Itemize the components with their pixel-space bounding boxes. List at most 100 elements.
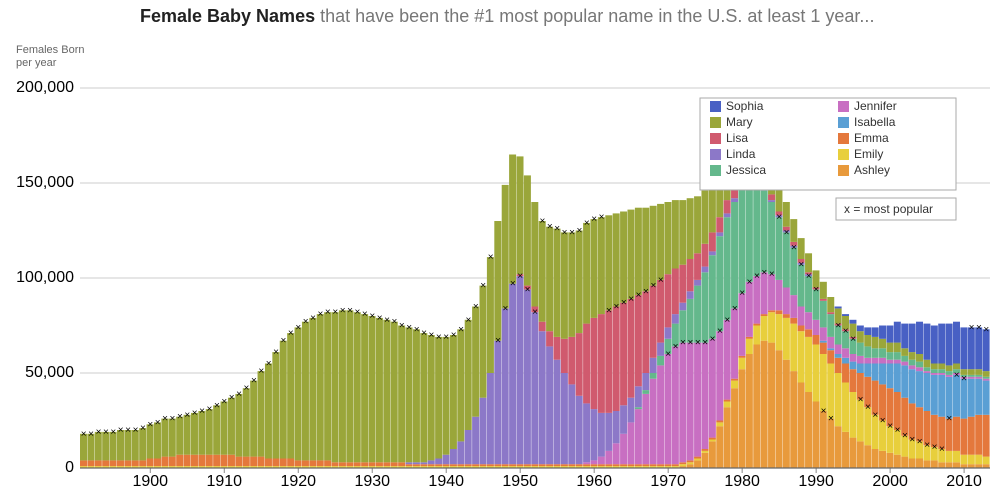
svg-text:×: × [162, 414, 168, 425]
svg-text:Sophia: Sophia [726, 99, 764, 113]
svg-text:200,000: 200,000 [16, 79, 74, 96]
svg-text:×: × [887, 421, 893, 432]
svg-text:×: × [539, 216, 545, 227]
svg-text:×: × [835, 321, 841, 332]
svg-text:Ashley: Ashley [854, 163, 890, 177]
svg-text:×: × [221, 397, 227, 408]
svg-text:×: × [251, 376, 257, 387]
svg-text:×: × [761, 267, 767, 278]
svg-text:×: × [769, 269, 775, 280]
svg-text:Emma: Emma [854, 131, 889, 145]
svg-text:×: × [784, 227, 790, 238]
svg-text:×: × [244, 383, 250, 394]
svg-text:×: × [347, 305, 353, 316]
svg-text:×: × [184, 410, 190, 421]
svg-text:×: × [207, 404, 213, 415]
svg-text:×: × [281, 336, 287, 347]
svg-text:×: × [702, 338, 708, 349]
svg-text:Isabella: Isabella [854, 115, 896, 129]
svg-text:×: × [355, 307, 361, 318]
svg-text:×: × [480, 281, 486, 292]
svg-text:×: × [872, 410, 878, 421]
svg-text:×: × [858, 395, 864, 406]
svg-text:×: × [569, 227, 575, 238]
svg-text:×: × [850, 334, 856, 345]
svg-text:×: × [192, 408, 198, 419]
svg-text:×: × [295, 322, 301, 333]
svg-text:×: × [710, 334, 716, 345]
svg-text:1900: 1900 [132, 473, 168, 490]
svg-text:×: × [133, 425, 139, 436]
svg-text:×: × [318, 309, 324, 320]
svg-text:1940: 1940 [428, 473, 464, 490]
svg-text:×: × [776, 212, 782, 223]
svg-text:×: × [739, 288, 745, 299]
svg-text:×: × [599, 212, 605, 223]
svg-text:×: × [621, 298, 627, 309]
svg-text:×: × [821, 406, 827, 417]
svg-text:×: × [81, 429, 87, 440]
svg-text:×: × [547, 222, 553, 233]
svg-text:×: × [399, 321, 405, 332]
svg-text:×: × [798, 260, 804, 271]
svg-text:×: × [562, 227, 568, 238]
svg-text:×: × [170, 414, 176, 425]
svg-text:×: × [917, 436, 923, 447]
svg-text:×: × [258, 366, 264, 377]
svg-text:1920: 1920 [280, 473, 316, 490]
svg-text:×: × [806, 271, 812, 282]
svg-text:×: × [584, 218, 590, 229]
svg-text:Jessica: Jessica [726, 163, 766, 177]
svg-text:100,000: 100,000 [16, 269, 74, 286]
svg-text:×: × [495, 336, 501, 347]
svg-text:×: × [665, 349, 671, 360]
svg-text:×: × [288, 328, 294, 339]
svg-text:×: × [880, 416, 886, 427]
svg-text:1980: 1980 [724, 473, 760, 490]
svg-text:Jennifer: Jennifer [854, 99, 897, 113]
svg-text:×: × [636, 290, 642, 301]
svg-text:×: × [532, 307, 538, 318]
svg-text:×: × [554, 224, 560, 235]
svg-text:1930: 1930 [354, 473, 390, 490]
svg-text:×: × [229, 393, 235, 404]
svg-text:×: × [939, 444, 945, 455]
svg-text:×: × [214, 400, 220, 411]
svg-text:×: × [303, 317, 309, 328]
svg-text:×: × [103, 427, 109, 438]
svg-text:2000: 2000 [872, 473, 908, 490]
svg-text:1960: 1960 [576, 473, 612, 490]
svg-text:×: × [517, 271, 523, 282]
svg-text:×: × [414, 324, 420, 335]
svg-text:×: × [591, 214, 597, 225]
svg-text:Mary: Mary [726, 115, 753, 129]
svg-text:×: × [325, 307, 331, 318]
svg-text:×: × [976, 322, 982, 333]
svg-text:×: × [732, 303, 738, 314]
svg-text:Linda: Linda [726, 147, 756, 161]
svg-text:×: × [695, 338, 701, 349]
svg-text:×: × [147, 419, 153, 430]
svg-text:×: × [465, 315, 471, 326]
svg-text:×: × [932, 442, 938, 453]
svg-text:×: × [613, 302, 619, 313]
svg-text:Lisa: Lisa [726, 131, 748, 145]
svg-text:×: × [443, 332, 449, 343]
svg-text:1950: 1950 [502, 473, 538, 490]
svg-text:×: × [673, 341, 679, 352]
svg-text:×: × [909, 435, 915, 446]
svg-text:150,000: 150,000 [16, 174, 74, 191]
svg-text:×: × [406, 322, 412, 333]
svg-text:×: × [717, 326, 723, 337]
svg-text:×: × [828, 414, 834, 425]
svg-text:50,000: 50,000 [25, 364, 74, 381]
svg-text:×: × [429, 330, 435, 341]
svg-text:×: × [754, 271, 760, 282]
svg-text:×: × [606, 305, 612, 316]
svg-text:×: × [451, 330, 457, 341]
svg-text:×: × [140, 423, 146, 434]
svg-text:×: × [473, 302, 479, 313]
svg-text:1990: 1990 [798, 473, 834, 490]
svg-text:×: × [310, 313, 316, 324]
svg-text:×: × [658, 275, 664, 286]
